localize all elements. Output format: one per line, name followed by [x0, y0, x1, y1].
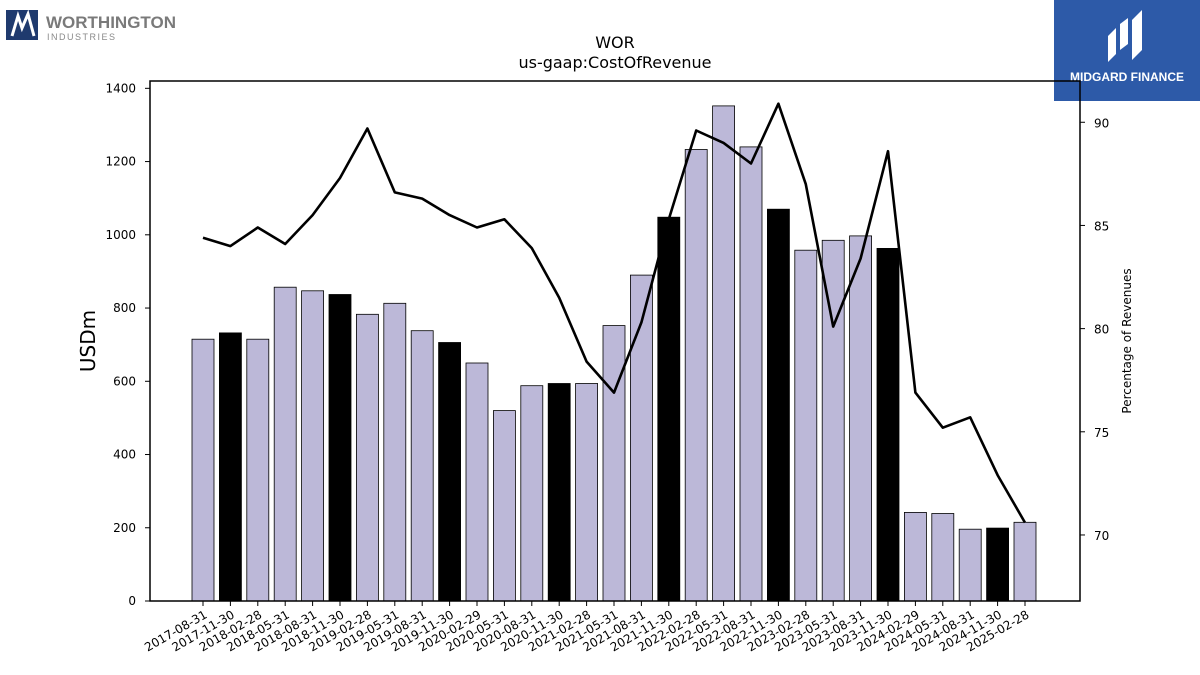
bar-2022-02-28	[684, 149, 708, 602]
y2-tick-label: 85	[1094, 219, 1109, 233]
publisher-logo-mark-icon	[1108, 10, 1142, 62]
plot-frame	[149, 80, 1081, 602]
y-tick-label: 600	[113, 374, 136, 388]
chart-title: WOR	[595, 33, 635, 52]
company-logo-w-icon	[10, 9, 36, 37]
bar-2017-08-31	[191, 338, 215, 602]
y2-axis: 70 75 80 85 90	[1080, 116, 1109, 543]
ratio-line	[202, 102, 1027, 524]
bar-2025-02-28	[1013, 521, 1037, 602]
publisher-logo: MIDGARD FINANCE	[1054, 0, 1200, 101]
y2-axis-label: Percentage of Revenues	[1120, 268, 1134, 413]
y-tick-label: 200	[113, 521, 136, 535]
bar-2020-11-30	[547, 383, 571, 602]
bar-2019-08-31	[410, 330, 434, 602]
bar-2024-08-31	[958, 528, 982, 602]
company-logo: WORTHINGTON INDUSTRIES	[6, 8, 206, 44]
chart-subtitle: us-gaap:CostOfRevenue	[518, 53, 711, 72]
y-tick-label: 1200	[105, 155, 136, 169]
bar-2024-11-30	[986, 527, 1009, 602]
bar-2018-02-28	[246, 338, 270, 602]
bar-2018-05-31	[273, 286, 297, 602]
publisher-name: MIDGARD FINANCE	[1070, 70, 1184, 84]
bar-2018-11-30	[328, 294, 352, 602]
y2-tick-label: 80	[1094, 323, 1109, 337]
bar-2024-05-31	[931, 513, 955, 602]
company-sub: INDUSTRIES	[47, 32, 117, 42]
bar-2020-05-31	[492, 410, 516, 602]
bar-2020-02-29	[465, 362, 489, 602]
y-tick-label: 400	[113, 448, 136, 462]
bar-2018-08-31	[301, 290, 325, 602]
y-tick-label: 0	[128, 594, 136, 608]
bar-2019-02-28	[355, 313, 379, 602]
x-axis: 2017-08-312017-11-302018-02-282018-05-31…	[142, 601, 1032, 654]
bar-2023-05-31	[821, 239, 845, 602]
bar-2017-11-30	[218, 332, 242, 602]
bar-2023-11-30	[876, 247, 900, 602]
bar-2019-05-31	[383, 302, 407, 602]
bar-2019-11-30	[438, 342, 462, 602]
bar-2020-08-31	[520, 385, 544, 602]
bar-2021-05-31	[602, 325, 626, 602]
y2-tick-label: 75	[1094, 426, 1109, 440]
bar-2021-02-28	[575, 383, 598, 602]
bar-2022-11-30	[767, 208, 790, 602]
y-tick-label: 1400	[105, 81, 136, 95]
y-axis-label: USDm	[76, 310, 100, 372]
y2-tick-label: 70	[1094, 529, 1109, 543]
bar-2022-05-31	[712, 105, 735, 602]
y-axis: 0 200 400 600 800 1000 1200 1400	[105, 81, 150, 608]
bar-series	[191, 105, 1037, 602]
bar-2021-11-30	[657, 216, 681, 602]
y2-tick-label: 90	[1094, 116, 1109, 130]
bar-2023-08-31	[849, 235, 872, 602]
y-tick-label: 1000	[105, 228, 136, 242]
bar-2022-08-31	[739, 146, 763, 602]
company-name: WORTHINGTON	[46, 13, 176, 32]
y-tick-label: 800	[113, 301, 136, 315]
bar-2023-02-28	[794, 249, 818, 602]
bar-2024-02-29	[904, 512, 927, 602]
